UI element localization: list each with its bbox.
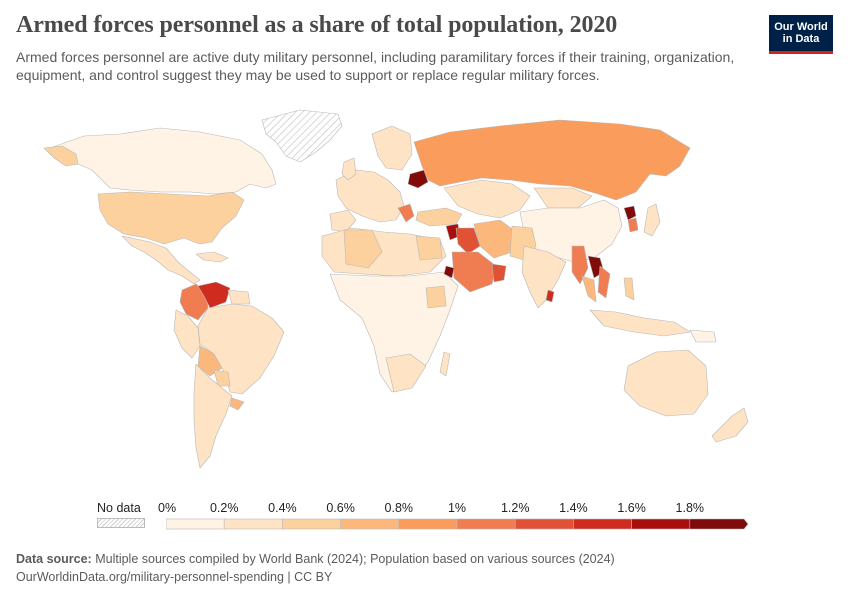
region-oman[interactable] — [491, 263, 507, 283]
footer: Data source: Multiple sources compiled b… — [16, 550, 615, 586]
region-japan[interactable] — [643, 203, 661, 237]
legend-bin-4[interactable] — [340, 518, 400, 530]
legend-bin-5[interactable] — [398, 518, 458, 530]
legend-tick-label: 1.4% — [559, 501, 588, 515]
region-iran[interactable] — [473, 219, 517, 259]
region-balkans[interactable] — [397, 203, 415, 223]
region-madagascar[interactable] — [439, 351, 451, 377]
chart-subtitle: Armed forces personnel are active duty m… — [16, 49, 735, 83]
region-peru[interactable] — [173, 309, 201, 359]
source-text: Multiple sources compiled by World Bank … — [91, 552, 615, 566]
region-philippines[interactable] — [623, 277, 635, 301]
legend-bin-7[interactable] — [514, 518, 574, 530]
legend-bin-3[interactable] — [282, 518, 341, 530]
region-alaska[interactable] — [43, 145, 79, 167]
legend-tick-label: 1.8% — [675, 501, 705, 515]
region-myanmar[interactable] — [571, 245, 589, 285]
legend-color-scale — [166, 518, 749, 530]
legend-tick-label: 0% — [158, 501, 177, 515]
region-thailand[interactable] — [581, 275, 597, 303]
region-guyanas[interactable] — [227, 289, 251, 305]
region-southern-africa[interactable] — [385, 353, 427, 393]
logo-line-2: in Data — [782, 33, 820, 45]
legend-tick-label: 0.6% — [326, 501, 355, 515]
region-paraguay[interactable] — [213, 369, 231, 387]
region-central-asia[interactable] — [443, 179, 531, 219]
region-europe-west[interactable] — [335, 169, 405, 223]
legend-bin-2[interactable] — [223, 518, 283, 530]
region-indonesia[interactable] — [589, 309, 691, 337]
region-new-zealand[interactable] — [711, 407, 749, 443]
legend-tick-label: 0.4% — [268, 501, 297, 515]
region-greenland[interactable] — [261, 109, 343, 163]
region-mexico[interactable] — [121, 235, 201, 285]
legend-bin-9[interactable] — [631, 518, 691, 530]
region-brazil[interactable] — [197, 303, 285, 395]
legend-bin-10[interactable] — [689, 518, 749, 530]
legend-bin-1[interactable] — [166, 518, 225, 530]
region-iberia[interactable] — [329, 209, 357, 233]
legend-bin-8[interactable] — [573, 518, 632, 530]
region-australia[interactable] — [623, 349, 709, 417]
region-south-korea[interactable] — [627, 217, 639, 233]
legend-tick-label: 1.6% — [617, 501, 646, 515]
region-uruguay[interactable] — [229, 397, 245, 411]
legend-no-data-label: No data — [97, 501, 141, 515]
legend-bin-6[interactable] — [456, 518, 516, 530]
region-north-korea[interactable] — [623, 205, 637, 221]
region-iraq[interactable] — [455, 227, 481, 255]
source-line: Data source: Multiple sources compiled b… — [16, 550, 615, 568]
region-uk[interactable] — [341, 157, 357, 181]
footer-url[interactable]: OurWorldinData.org/military-personnel-sp… — [16, 570, 333, 584]
chart-title: Armed forces personnel as a share of tot… — [16, 12, 618, 38]
legend-tick-label: 1.2% — [500, 501, 530, 515]
logo-line-1: Our World — [774, 21, 828, 33]
region-colombia[interactable] — [179, 283, 209, 321]
world-map — [43, 109, 749, 469]
region-mongolia[interactable] — [533, 187, 593, 209]
region-usa[interactable] — [97, 191, 245, 245]
region-turkey[interactable] — [415, 207, 463, 227]
region-canada[interactable] — [49, 127, 277, 195]
region-algeria[interactable] — [343, 229, 383, 269]
region-egypt[interactable] — [415, 235, 443, 261]
legend-tick-label: 1% — [447, 501, 467, 515]
region-belarus[interactable] — [407, 169, 429, 189]
region-caribbean[interactable] — [195, 251, 229, 263]
region-argentina[interactable] — [193, 363, 233, 469]
region-venezuela[interactable] — [197, 281, 231, 309]
region-png[interactable] — [689, 329, 717, 343]
legend-no-data-swatch[interactable] — [97, 518, 145, 528]
region-scandinavia[interactable] — [371, 125, 413, 171]
region-sub-saharan-africa[interactable] — [329, 271, 459, 393]
region-russia[interactable] — [413, 119, 691, 201]
region-ethiopia[interactable] — [425, 285, 447, 309]
region-vietnam[interactable] — [597, 265, 611, 299]
owid-logo[interactable]: Our World in Data — [769, 15, 833, 54]
region-eritrea[interactable] — [443, 265, 455, 279]
legend-tick-label: 0.8% — [384, 501, 414, 515]
region-sri-lanka[interactable] — [545, 289, 555, 303]
source-label: Data source: — [16, 552, 92, 566]
region-saudi[interactable] — [451, 251, 497, 293]
legend-tick-label: 0.2% — [209, 501, 239, 515]
